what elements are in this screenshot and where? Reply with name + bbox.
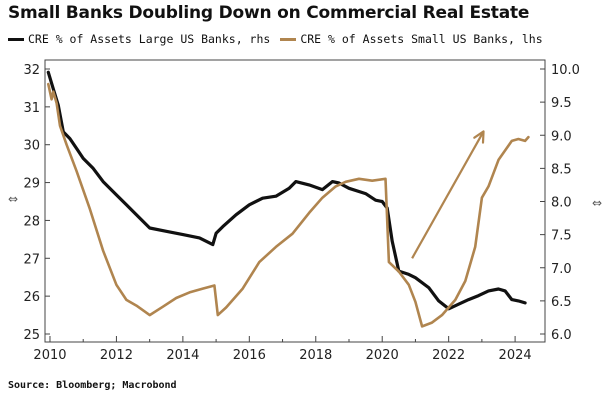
y-right-tick-label: 6.5 xyxy=(551,295,572,310)
legend-item-small-banks: CRE % of Assets Small US Banks, lhs xyxy=(280,32,543,46)
legend: CRE % of Assets Large US Banks, rhs CRE … xyxy=(8,32,553,46)
legend-swatch-large-banks xyxy=(8,37,24,41)
x-tick-label: 2012 xyxy=(100,348,133,363)
y-right-tick-label: 8.0 xyxy=(551,196,572,211)
legend-label-small-banks: CRE % of Assets Small US Banks, lhs xyxy=(300,32,543,46)
y-right-tick-label: 9.5 xyxy=(551,96,572,111)
x-tick-label: 2014 xyxy=(166,348,199,363)
trend-arrow-head-icon xyxy=(473,130,485,144)
y-left-tick-label: 31 xyxy=(23,101,40,116)
legend-swatch-small-banks xyxy=(280,37,297,41)
trend-arrow-shaft xyxy=(411,130,485,259)
x-tick-label: 2010 xyxy=(33,348,66,363)
legend-label-large-banks: CRE % of Assets Large US Banks, rhs xyxy=(28,32,271,46)
y-left-tick-label: 27 xyxy=(23,252,40,267)
chart-title: Small Banks Doubling Down on Commercial … xyxy=(8,3,530,23)
y-left-tick-label: 32 xyxy=(23,63,40,78)
series-line-large-banks xyxy=(46,70,527,311)
y-left-tick-label: 28 xyxy=(23,214,40,229)
source-note: Source: Bloomberg; Macrobond xyxy=(8,380,177,391)
chart-series-layer xyxy=(46,70,530,328)
y-right-tick-label: 7.5 xyxy=(551,229,572,244)
x-tick-label: 2018 xyxy=(299,348,332,363)
chart-axes: 25 26 27 28 29 30 31 32 6.0 6.5 7.0 7.5 8.0 8.5 9.0 9.5… xyxy=(23,59,580,363)
series-line-small-banks xyxy=(47,82,530,328)
y-right-tick-label: 10.0 xyxy=(551,63,580,78)
left-axis-marker-icon: ⇔ xyxy=(8,192,18,206)
x-tick-label: 2024 xyxy=(499,348,532,363)
chart-annotation-layer xyxy=(411,130,485,259)
legend-item-large-banks: CRE % of Assets Large US Banks, rhs xyxy=(8,32,270,46)
right-axis-marker-icon: ⇔ xyxy=(592,196,602,210)
y-right-tick-label: 9.0 xyxy=(551,129,572,144)
y-right-tick-label: 6.0 xyxy=(551,328,572,343)
x-tick-label: 2016 xyxy=(233,348,266,363)
y-left-tick-label: 29 xyxy=(23,177,40,192)
y-left-tick-label: 26 xyxy=(23,290,40,305)
y-right-tick-label: 7.0 xyxy=(551,262,572,277)
y-left-tick-label: 25 xyxy=(23,328,40,343)
y-left-tick-label: 30 xyxy=(23,139,40,154)
y-right-tick-label: 8.5 xyxy=(551,162,572,177)
x-tick-label: 2020 xyxy=(366,348,399,363)
x-tick-label: 2022 xyxy=(432,348,465,363)
